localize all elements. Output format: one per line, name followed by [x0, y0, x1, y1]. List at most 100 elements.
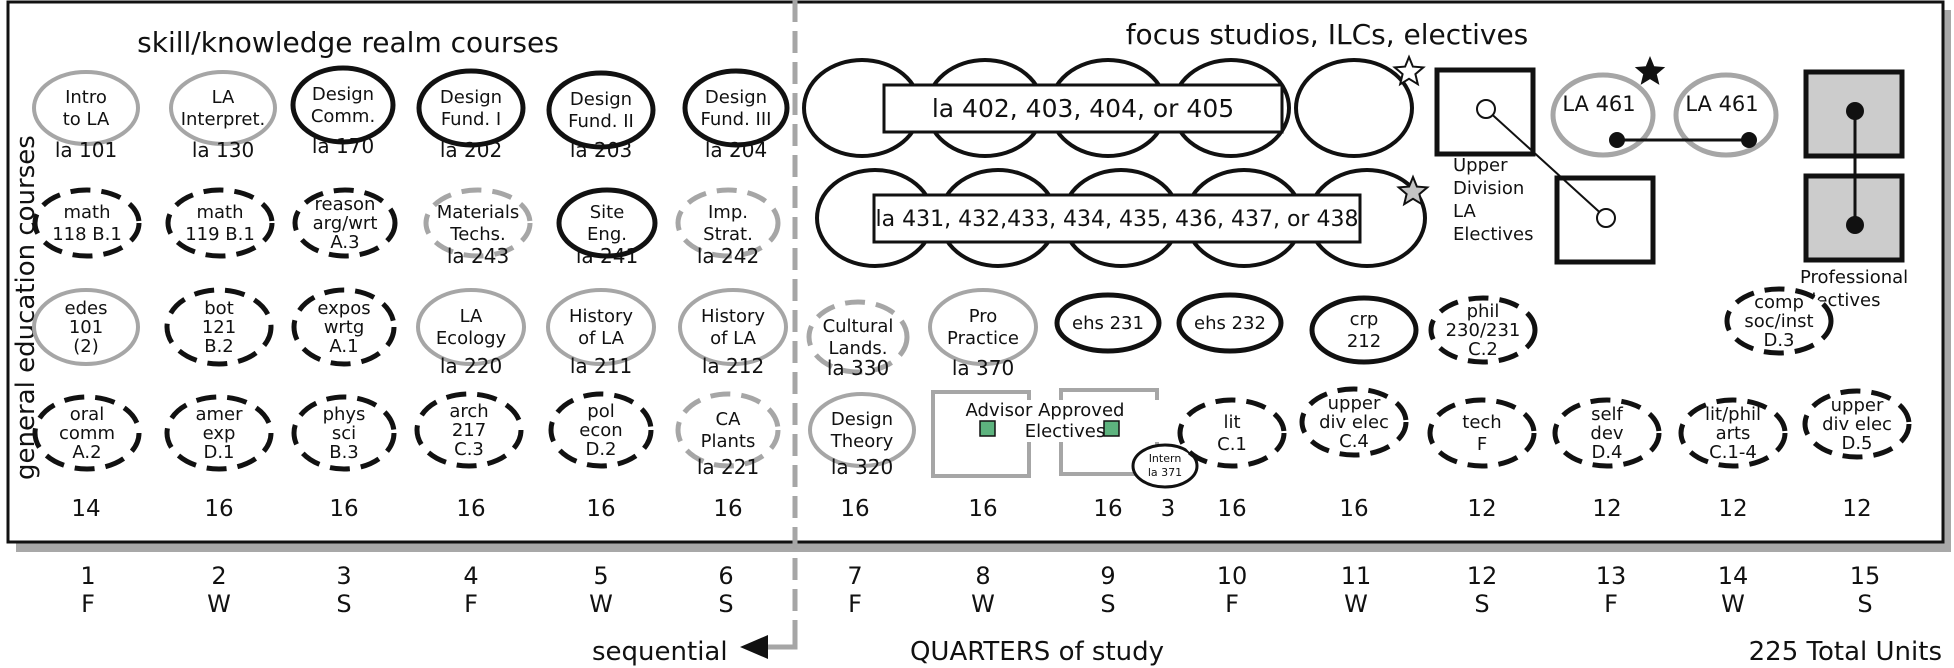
course-oval [1176, 292, 1284, 354]
course-oval [1427, 397, 1537, 469]
course-oval [290, 65, 396, 145]
course-code: la 212 [702, 354, 764, 378]
course-label: A.2 [72, 442, 101, 463]
units-value: 16 [456, 496, 485, 522]
studio-row1-label: la 402, 403, 404, or 405 [932, 94, 1234, 123]
studio-row1-box [882, 83, 1284, 134]
units-value: 16 [1217, 496, 1246, 522]
course-label: D.1 [203, 442, 234, 463]
course-oval [291, 394, 397, 472]
course-label: History [569, 306, 633, 327]
course-label: dev [1590, 423, 1624, 444]
quarter-season: S [1857, 590, 1872, 618]
course-oval [928, 288, 1038, 366]
course-label: bot [204, 298, 234, 319]
la461-label-2: LA 461 [1685, 92, 1758, 116]
course-code: la 204 [705, 138, 767, 162]
course-oval [164, 287, 274, 367]
course-label: div elec [1822, 414, 1892, 435]
quarter-season: F [81, 590, 95, 618]
course-label: History [701, 306, 765, 327]
course-label: lit [1223, 412, 1240, 433]
quarter-number: 11 [1341, 562, 1372, 590]
course-oval [416, 288, 526, 366]
course-oval [414, 391, 524, 469]
sequential-arrow-line [762, 633, 798, 650]
course-ehs-232: ehs 232 [1176, 292, 1284, 354]
quarter-number: 12 [1467, 562, 1498, 590]
quarter-season: S [1100, 590, 1115, 618]
course-label: CA [716, 409, 742, 430]
course-oval [416, 68, 526, 148]
advisor-marker-2 [1103, 420, 1120, 437]
course-oval [1299, 386, 1409, 458]
course-label: Comm. [311, 106, 375, 127]
course-oval [682, 68, 790, 148]
course-label: edes [65, 298, 108, 319]
course-label: Site [590, 202, 625, 223]
course-code: la 320 [831, 455, 893, 479]
course-label: F [1477, 434, 1487, 455]
course-oval [678, 288, 788, 366]
course-oval [164, 394, 274, 472]
advisor-label-1: Advisor Approved [966, 400, 1125, 421]
sequential-label: sequential [592, 637, 728, 667]
quarter-number: 15 [1850, 562, 1881, 590]
professional-node-2 [1846, 216, 1864, 234]
course-label: arg/wrt [313, 213, 378, 234]
la461-node-2 [1741, 132, 1757, 148]
course-label: A.1 [329, 336, 358, 357]
studio-row2-box [872, 193, 1362, 244]
intern-label: Intern [1149, 452, 1182, 465]
units-layer: 14 16 16 16 16 16 16 16 16 3 16 16 12 12 12 12 [71, 496, 1871, 522]
quarter-number: 14 [1718, 562, 1749, 590]
course-oval [1678, 397, 1788, 469]
upper-division-label-3: LA [1453, 201, 1476, 222]
units-value: 12 [1842, 496, 1871, 522]
course-label: Interpret. [181, 109, 266, 130]
course-label: tech [1462, 412, 1501, 433]
course-label: sci [332, 423, 356, 444]
advisor-marker-1 [979, 420, 996, 437]
course-label: ehs 232 [1194, 313, 1266, 334]
course-label: div elec [1319, 412, 1389, 433]
units-value: 12 [1467, 496, 1496, 522]
star-outline-icon [1392, 54, 1426, 87]
course-oval [169, 70, 277, 146]
course-label: econ [579, 420, 622, 441]
quarter-season: F [1604, 590, 1618, 618]
course-label: Plants [701, 431, 756, 452]
quarter-season: S [1474, 590, 1489, 618]
course-oval [546, 70, 656, 150]
course-label: Design [440, 87, 502, 108]
course-label: Intro [65, 87, 107, 108]
course-label: 212 [1347, 331, 1381, 352]
course-oval [1428, 295, 1538, 365]
course-label: C.1 [1217, 434, 1247, 455]
course-label: crp [1350, 309, 1379, 330]
course-label: Imp. [708, 202, 748, 223]
course-label: B.2 [204, 336, 234, 357]
course-label: Practice [947, 328, 1019, 349]
course-oval [1309, 295, 1419, 365]
course-label: D.2 [585, 439, 616, 460]
course-label: D.5 [1841, 433, 1872, 454]
course-code: la 242 [697, 244, 759, 268]
quarter-number: 1 [80, 562, 95, 590]
units-value: 12 [1592, 496, 1621, 522]
course-code: la 170 [312, 134, 374, 158]
